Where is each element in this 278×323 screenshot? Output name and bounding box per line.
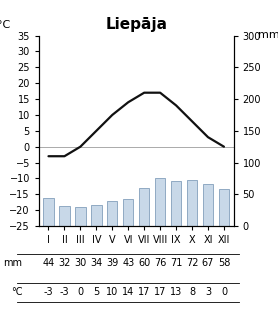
Y-axis label: °C: °C [0,20,11,30]
Bar [187,180,197,226]
Text: 10: 10 [106,287,118,297]
Text: mm: mm [3,258,22,268]
Text: 14: 14 [122,287,134,297]
Bar [203,183,213,226]
Text: 76: 76 [154,258,166,268]
Text: 5: 5 [93,287,100,297]
Title: Liepāja: Liepāja [105,16,167,32]
Text: 44: 44 [42,258,54,268]
Text: 17: 17 [138,287,150,297]
Text: 60: 60 [138,258,150,268]
Text: °C: °C [11,287,22,297]
Text: 0: 0 [77,287,83,297]
Bar [91,204,101,226]
Text: 71: 71 [170,258,182,268]
Text: 30: 30 [74,258,86,268]
Y-axis label: mm: mm [258,30,278,40]
Text: 13: 13 [170,287,182,297]
Text: -3: -3 [44,287,53,297]
Text: 3: 3 [205,287,211,297]
Text: 58: 58 [218,258,230,268]
Bar [139,188,149,226]
Bar [75,207,86,226]
Text: 72: 72 [186,258,198,268]
Text: 32: 32 [58,258,71,268]
Text: 34: 34 [90,258,103,268]
Bar [43,198,54,226]
Text: 67: 67 [202,258,214,268]
Text: 43: 43 [122,258,134,268]
Bar [59,206,70,226]
Text: -3: -3 [59,287,69,297]
Bar [219,189,229,226]
Bar [155,178,165,226]
Bar [107,201,118,226]
Text: 17: 17 [154,287,166,297]
Bar [171,181,181,226]
Text: 0: 0 [221,287,227,297]
Bar [123,199,133,226]
Text: 8: 8 [189,287,195,297]
Text: 39: 39 [106,258,118,268]
